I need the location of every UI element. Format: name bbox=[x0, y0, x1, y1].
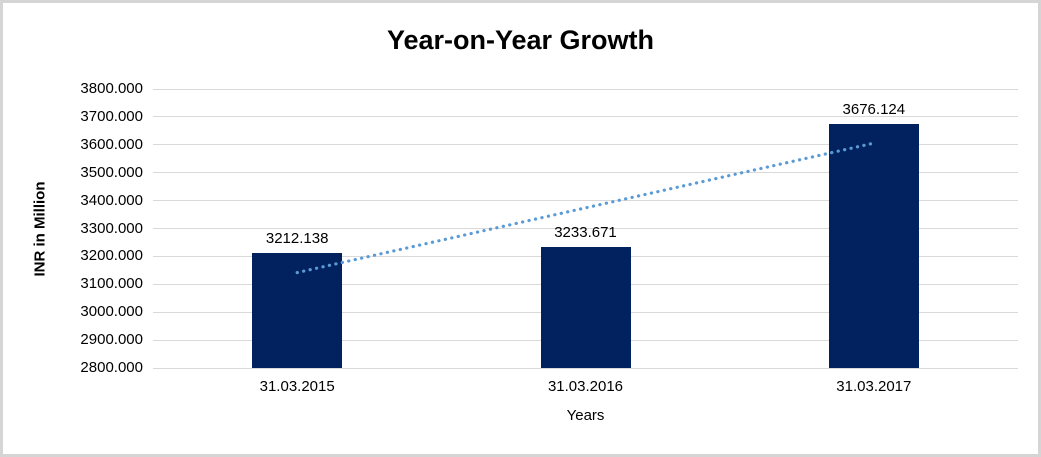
x-tick-label: 31.03.2017 bbox=[836, 378, 912, 395]
y-tick-label: 3800.000 bbox=[80, 80, 143, 97]
x-tick-label: 31.03.2016 bbox=[547, 378, 624, 395]
bar-value-label: 3212.138 bbox=[265, 230, 329, 247]
trendline-segment bbox=[295, 141, 876, 275]
gridline bbox=[153, 228, 1018, 229]
y-tick-label: 3000.000 bbox=[80, 303, 143, 321]
y-tick-label: 3100.000 bbox=[80, 275, 143, 293]
plot-area: 3212.138 3233.671 3676.124 bbox=[153, 88, 1018, 369]
y-tick-label: 3200.000 bbox=[80, 247, 143, 265]
y-tick-label: 3300.000 bbox=[80, 219, 143, 237]
y-tick-label: 3600.000 bbox=[80, 135, 143, 153]
gridline bbox=[153, 367, 1018, 369]
y-tick-label: 2900.000 bbox=[80, 331, 143, 349]
y-tick-label: 2800.000 bbox=[80, 359, 143, 376]
bar-value-label: 3233.671 bbox=[554, 224, 617, 241]
gridline bbox=[153, 172, 1018, 174]
chart-stage: Year-on-Year Growth INR in Million 3800.… bbox=[3, 3, 1038, 454]
gridline bbox=[153, 144, 1018, 146]
x-tick-label: 31.03.2015 bbox=[259, 378, 335, 395]
y-tick-label: 3700.000 bbox=[80, 107, 143, 125]
gridline bbox=[153, 116, 1018, 118]
bar bbox=[828, 123, 919, 368]
y-tick-label: 3500.000 bbox=[80, 163, 143, 181]
trendline bbox=[295, 141, 876, 275]
chart-title: Year-on-Year Growth bbox=[386, 25, 655, 55]
y-tick-label: 3400.000 bbox=[80, 191, 143, 209]
x-axis-title: Years bbox=[566, 407, 605, 424]
gridline bbox=[153, 200, 1018, 202]
bar bbox=[540, 247, 631, 368]
gridline bbox=[153, 88, 1018, 90]
bar-value-label: 3676.124 bbox=[842, 100, 906, 118]
